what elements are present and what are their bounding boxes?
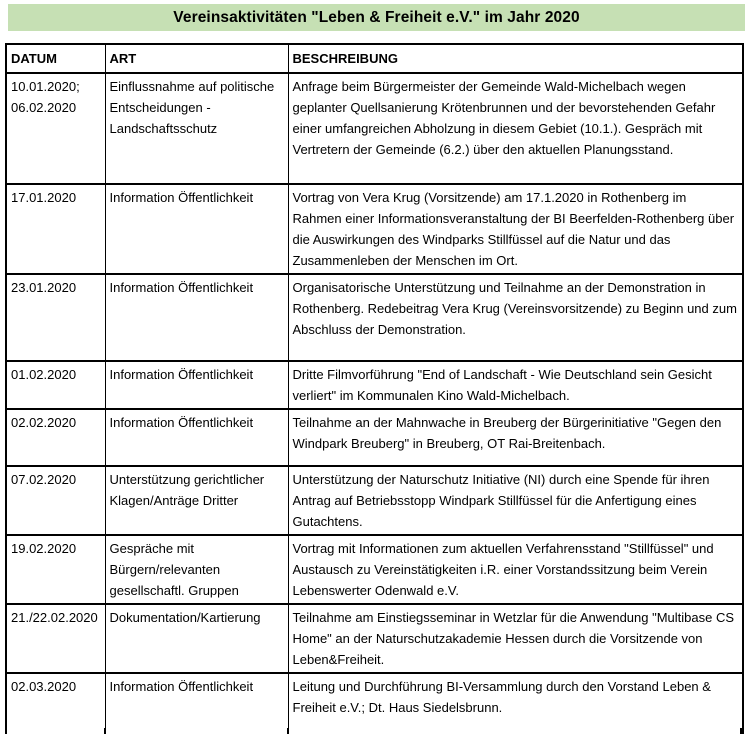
cell-beschreibung: Teilnahme am Einstiegsseminar in Wetzlar… <box>287 603 744 674</box>
cell-datum: 17.01.2020 <box>5 183 106 275</box>
cell-art: Information Öffentlichkeit <box>104 273 289 362</box>
partial-next-row <box>5 728 742 734</box>
table-row: 19.02.2020 Gespräche mit Bürgern/relevant… <box>5 534 744 605</box>
column-header-art: ART <box>104 43 289 74</box>
table-row: 01.02.2020 Information Öffentlichkeit Drit… <box>5 360 744 410</box>
table-row: 23.01.2020 Information Öffentlichkeit Orga… <box>5 273 744 362</box>
cell-art: Information Öffentlichkeit <box>104 183 289 275</box>
table-left-border-stub <box>5 728 7 734</box>
cell-art: Information Öffentlichkeit <box>104 672 289 734</box>
cell-art: Unterstützung gerichtlicher Klagen/Anträ… <box>104 465 289 536</box>
column-separator-stub <box>287 728 288 734</box>
cell-datum: 02.03.2020 <box>5 672 106 734</box>
table-body: 10.01.2020; 06.02.2020 Einflussnahme auf … <box>5 72 744 734</box>
cell-datum: 02.02.2020 <box>5 408 106 467</box>
column-separator-stub <box>104 728 105 734</box>
cell-beschreibung: Teilnahme an der Mahnwache in Breuberg d… <box>287 408 744 467</box>
cell-beschreibung: Leitung und Durchführung BI-Versammlung … <box>287 672 744 734</box>
table-row: 17.01.2020 Information Öffentlichkeit Vort… <box>5 183 744 275</box>
cell-art: Information Öffentlichkeit <box>104 360 289 410</box>
table-row: 10.01.2020; 06.02.2020 Einflussnahme auf … <box>5 72 744 185</box>
cell-beschreibung: Vortrag mit Informationen zum aktuellen … <box>287 534 744 605</box>
column-header-datum: DATUM <box>5 43 106 74</box>
cell-datum: 07.02.2020 <box>5 465 106 536</box>
cell-datum: 01.02.2020 <box>5 360 106 410</box>
cell-beschreibung: Unterstützung der Naturschutz Initiative… <box>287 465 744 536</box>
cell-datum: 23.01.2020 <box>5 273 106 362</box>
column-header-beschreibung: BESCHREIBUNG <box>287 43 744 74</box>
table-row: 21./22.02.2020 Dokumentation/Kartierung Te… <box>5 603 744 674</box>
cell-beschreibung: Dritte Filmvorführung "End of Landschaft… <box>287 360 744 410</box>
cell-datum: 21./22.02.2020 <box>5 603 106 674</box>
cell-beschreibung: Vortrag von Vera Krug (Vorsitzende) am 1… <box>287 183 744 275</box>
cell-art: Einflussnahme auf politische Entscheidun… <box>104 72 289 185</box>
cell-art: Dokumentation/Kartierung <box>104 603 289 674</box>
page-title: Vereinsaktivitäten "Leben & Freiheit e.V… <box>8 4 745 31</box>
cell-beschreibung: Anfrage beim Bürgermeister der Gemeinde … <box>287 72 744 185</box>
cell-beschreibung: Organisatorische Unterstützung und Teiln… <box>287 273 744 362</box>
cell-art: Information Öffentlichkeit <box>104 408 289 467</box>
cell-datum: 10.01.2020; 06.02.2020 <box>5 72 106 185</box>
table-header-row: DATUM ART BESCHREIBUNG <box>5 43 744 74</box>
table-row: 02.02.2020 Information Öffentlichkeit Teil… <box>5 408 744 467</box>
cell-art: Gespräche mit Bürgern/relevanten gesells… <box>104 534 289 605</box>
activities-table: DATUM ART BESCHREIBUNG 10.01.2020; 06.02… <box>5 43 744 734</box>
table-row: 02.03.2020 Information Öffentlichkeit Leit… <box>5 672 744 734</box>
table-row: 07.02.2020 Unterstützung gerichtlicher Kl… <box>5 465 744 536</box>
table-right-border-stub <box>740 728 742 734</box>
cell-datum: 19.02.2020 <box>5 534 106 605</box>
